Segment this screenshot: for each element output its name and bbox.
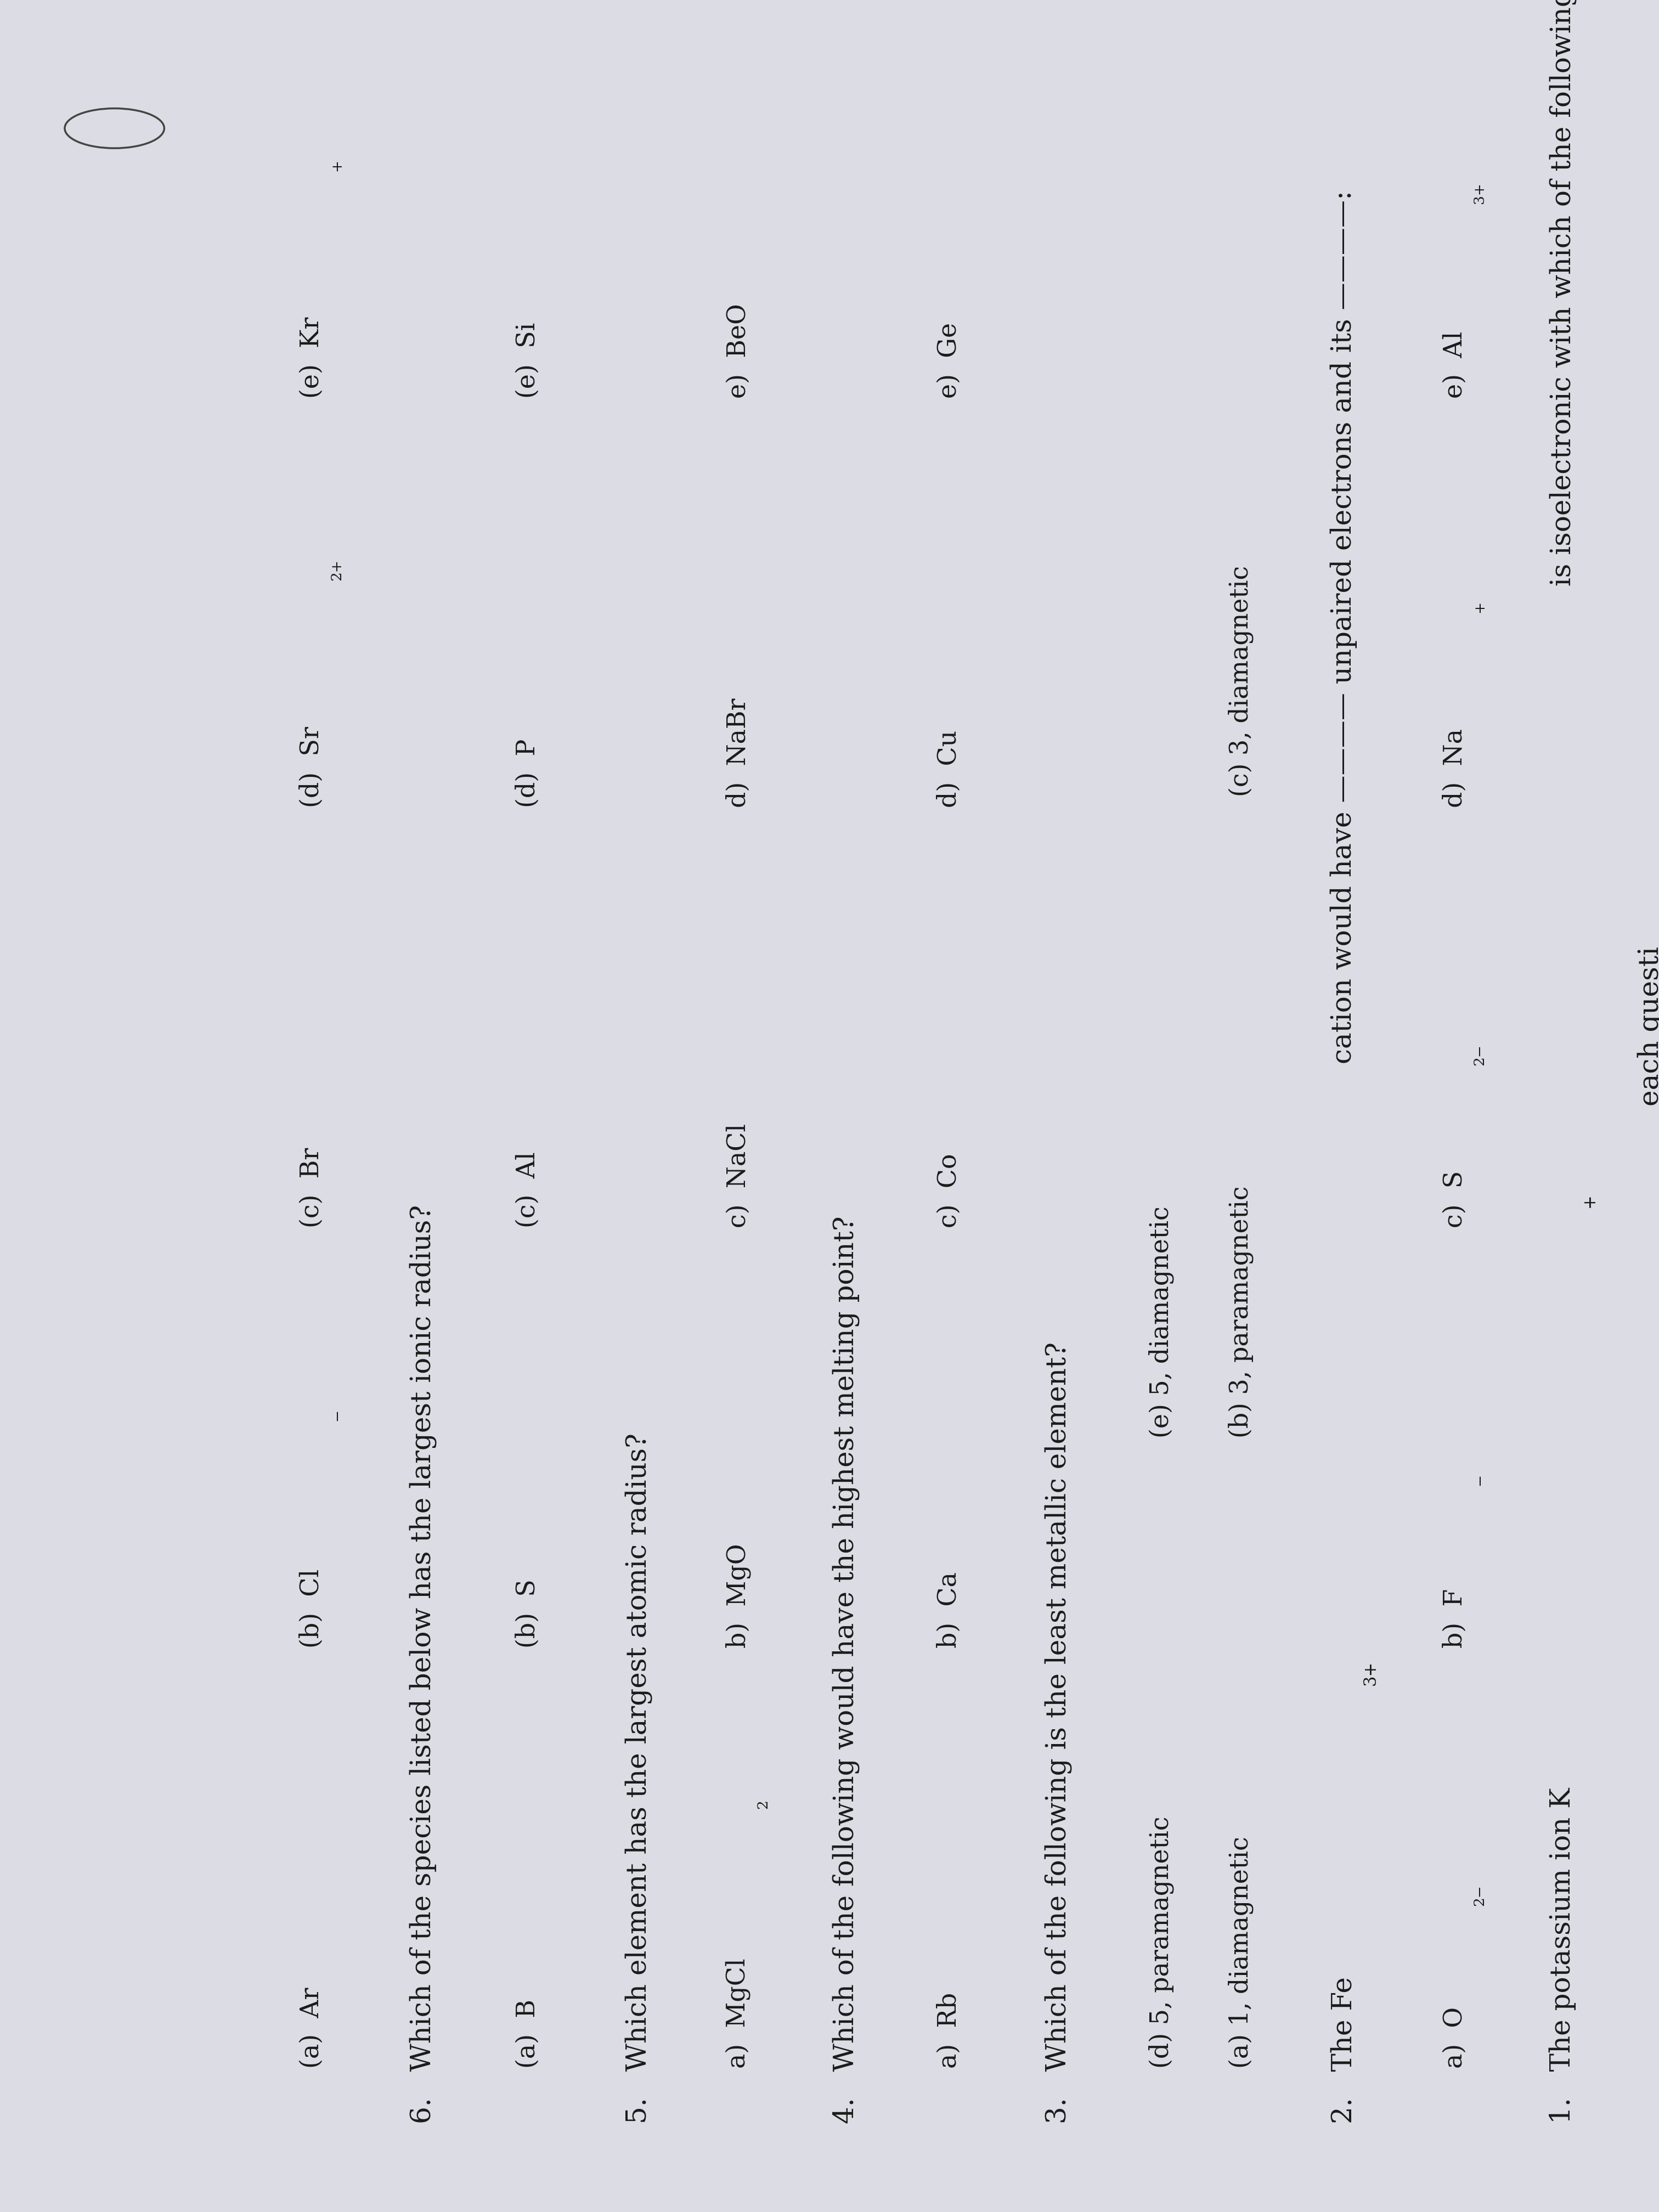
Text: (d) 5, paramagnetic: (d) 5, paramagnetic — [1148, 1816, 1175, 2068]
Text: +: + — [1473, 602, 1486, 613]
Text: (a)  B: (a) B — [516, 2000, 539, 2068]
Text: b)  MgO: b) MgO — [725, 1544, 752, 1648]
Text: c)  Co: c) Co — [937, 1152, 961, 1228]
Text: 3+: 3+ — [1362, 1661, 1379, 1686]
Text: (c)  Br: (c) Br — [300, 1148, 324, 1228]
Text: (a) 1, diamagnetic: (a) 1, diamagnetic — [1228, 1836, 1254, 2068]
Text: a)  O: a) O — [1443, 2006, 1467, 2068]
Text: −: − — [330, 1409, 343, 1420]
Text: 2+: 2+ — [330, 560, 343, 580]
Text: 1.   The potassium ion K: 1. The potassium ion K — [1550, 1787, 1576, 2124]
Text: d)  Cu: d) Cu — [937, 730, 961, 807]
Text: (a)  Ar: (a) Ar — [300, 1986, 324, 2068]
Text: (c) 3, diamagnetic: (c) 3, diamagnetic — [1228, 566, 1254, 796]
Text: 5.   Which element has the largest atomic radius?: 5. Which element has the largest atomic … — [625, 1433, 652, 2124]
Text: a)  MgCl: a) MgCl — [725, 1958, 752, 2068]
Text: 2.   The Fe: 2. The Fe — [1331, 1978, 1357, 2124]
Text: (e)  Kr: (e) Kr — [300, 316, 324, 398]
Text: (c)  Al: (c) Al — [516, 1152, 539, 1228]
Text: c)  NaCl: c) NaCl — [727, 1124, 750, 1228]
Text: 2: 2 — [757, 1798, 770, 1809]
Text: 6.   Which of the species listed below has the largest ionic radius?: 6. Which of the species listed below has… — [410, 1206, 436, 2124]
Text: −: − — [1473, 1473, 1486, 1486]
Text: cation would have ———— unpaired electrons and its ————:: cation would have ———— unpaired electron… — [1331, 190, 1357, 1073]
Text: 2−: 2− — [1473, 1044, 1486, 1066]
Text: 2−: 2− — [1473, 1885, 1486, 1907]
Text: d)  Na: d) Na — [1443, 728, 1467, 807]
Text: (d)  Sr: (d) Sr — [300, 726, 324, 807]
Text: 3.   Which of the following is the least metallic element?: 3. Which of the following is the least m… — [1045, 1343, 1072, 2124]
Text: (d)  P: (d) P — [516, 739, 539, 807]
Text: b)  F: b) F — [1443, 1588, 1467, 1648]
Text: (e) 5, diamagnetic: (e) 5, diamagnetic — [1148, 1206, 1175, 1438]
Text: e)  Al: e) Al — [1443, 332, 1467, 398]
Text: (b) 3, paramagnetic: (b) 3, paramagnetic — [1228, 1186, 1254, 1438]
Text: (b)  Cl: (b) Cl — [300, 1568, 324, 1648]
Text: a)  Rb: a) Rb — [937, 1993, 961, 2068]
Text: d)  NaBr: d) NaBr — [727, 699, 750, 807]
Text: each questi: each questi — [1637, 947, 1659, 1106]
Text: +: + — [1581, 1194, 1598, 1208]
Text: b)  Ca: b) Ca — [937, 1573, 961, 1648]
Text: c)  S: c) S — [1443, 1170, 1467, 1228]
Text: (b)  S: (b) S — [516, 1579, 539, 1648]
Text: 3+: 3+ — [1473, 181, 1486, 204]
Text: (e)  Si: (e) Si — [516, 323, 539, 398]
Text: e)  BeO: e) BeO — [727, 303, 750, 398]
Text: +: + — [330, 159, 343, 170]
Text: is isoelectronic with which of the following?: is isoelectronic with which of the follo… — [1550, 0, 1576, 595]
Text: 4.   Which of the following would have the highest melting point?: 4. Which of the following would have the… — [833, 1217, 859, 2124]
Text: e)  Ge: e) Ge — [937, 323, 961, 398]
